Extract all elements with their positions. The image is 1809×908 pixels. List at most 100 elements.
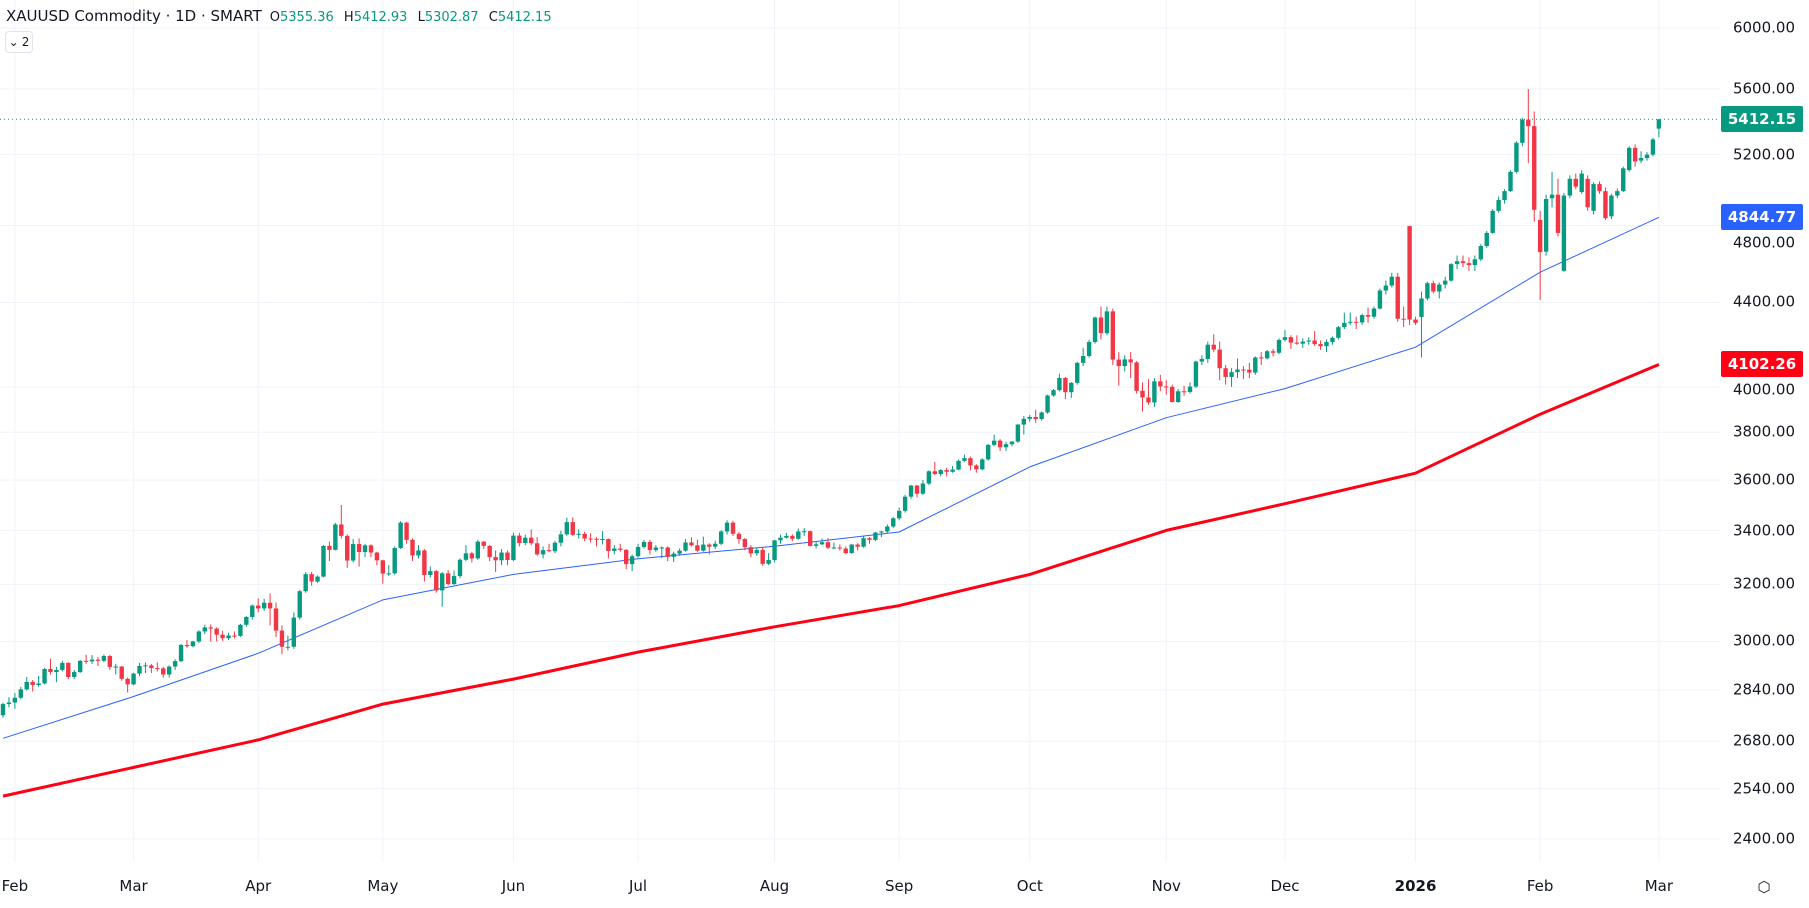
candle <box>511 532 516 562</box>
candle <box>600 531 605 545</box>
symbol-title[interactable]: XAUUSD Commodity · 1D · SMART <box>6 7 262 25</box>
ma-red-line <box>2 363 1660 798</box>
candle-body <box>1496 200 1501 211</box>
candle-body <box>1638 158 1644 161</box>
candle <box>279 625 285 655</box>
ma-blue-line <box>2 216 1660 739</box>
candle-body <box>250 605 255 617</box>
candle-body <box>303 574 308 592</box>
x-tick-label: Aug <box>759 877 790 895</box>
candle <box>926 470 932 486</box>
candle <box>1437 282 1442 299</box>
candle <box>1448 263 1454 282</box>
candle-body <box>796 531 801 539</box>
candle <box>1181 385 1187 396</box>
y-tick-label: 3200.00 <box>1732 574 1795 593</box>
candle-body <box>1158 381 1163 387</box>
candle <box>1063 376 1068 400</box>
candle <box>1015 424 1021 443</box>
last-price-tag: 5412.15 <box>1721 106 1803 133</box>
ma-blue-layer <box>2 216 1660 739</box>
y-tick-label: 4800.00 <box>1732 233 1795 252</box>
candle <box>149 663 154 673</box>
candle-body <box>1086 341 1092 356</box>
candle-body <box>6 702 12 705</box>
candle-body <box>564 522 570 535</box>
candle-body <box>956 460 961 470</box>
candle <box>1502 189 1507 204</box>
indicator-count: 2 <box>21 35 30 49</box>
candle <box>677 548 682 556</box>
candle <box>60 660 65 672</box>
candle <box>623 549 629 570</box>
candle-body <box>1181 391 1187 393</box>
candle <box>66 662 71 680</box>
candle-body <box>1472 259 1478 266</box>
candle-body <box>1229 372 1234 377</box>
candle <box>101 654 107 663</box>
gear-icon[interactable]: ⬡ <box>1757 878 1771 896</box>
candle <box>1241 366 1246 380</box>
candle <box>77 659 83 673</box>
indicators-collapse-button[interactable]: ⌄ 2 <box>5 31 33 53</box>
candle-body <box>523 537 528 543</box>
candle <box>1609 193 1614 220</box>
candle <box>1294 335 1300 345</box>
candle <box>297 589 302 620</box>
candle <box>855 543 860 551</box>
candle-body <box>457 559 463 577</box>
candle-body <box>1051 390 1056 396</box>
x-tick-label: 2026 <box>1394 877 1437 895</box>
candle-body <box>487 545 492 558</box>
grid <box>0 0 1720 862</box>
candle-body <box>72 672 77 677</box>
candle-body <box>1431 283 1436 292</box>
candle <box>1377 288 1383 310</box>
candle-body <box>873 532 878 540</box>
candles-layer <box>0 89 1662 718</box>
candle <box>576 529 581 539</box>
candle-body <box>1615 191 1620 196</box>
candle <box>730 520 736 536</box>
candle-body <box>220 634 225 639</box>
candle <box>1395 272 1400 322</box>
candle <box>991 434 997 447</box>
x-tick-label: Mar <box>1644 877 1674 895</box>
candle-body <box>1454 261 1460 265</box>
candle-body <box>469 553 475 559</box>
candle-body <box>131 673 136 685</box>
candle <box>1152 378 1157 407</box>
candle-body <box>1555 194 1561 233</box>
candle-body <box>713 543 718 547</box>
candle <box>1318 340 1323 351</box>
candle-body <box>1300 341 1305 344</box>
candle-body <box>493 557 498 561</box>
candle-body <box>558 534 564 543</box>
candle-body <box>309 574 314 582</box>
candle-body <box>273 608 279 631</box>
candle <box>1555 178 1561 237</box>
x-tick-label: Sep <box>885 877 914 895</box>
x-tick-label: Dec <box>1270 877 1300 895</box>
candle <box>238 623 243 638</box>
candle <box>1324 339 1329 353</box>
y-tick-label: 3400.00 <box>1732 521 1795 540</box>
candle-body <box>1650 139 1656 155</box>
candle <box>499 549 504 566</box>
candle <box>214 627 219 642</box>
candle <box>778 534 783 544</box>
candle-body <box>932 471 937 474</box>
candle-body <box>588 538 593 540</box>
candle-body <box>1377 290 1383 309</box>
candle-body <box>1419 298 1424 317</box>
candle <box>1532 111 1537 222</box>
candle-body <box>1466 263 1472 266</box>
candle-body <box>315 576 320 582</box>
y-tick-label: 3600.00 <box>1732 470 1795 489</box>
candle <box>736 531 742 544</box>
candle-body <box>439 573 445 591</box>
candle-body <box>754 549 759 554</box>
candle-body <box>1407 226 1412 320</box>
candle-body <box>534 543 540 555</box>
